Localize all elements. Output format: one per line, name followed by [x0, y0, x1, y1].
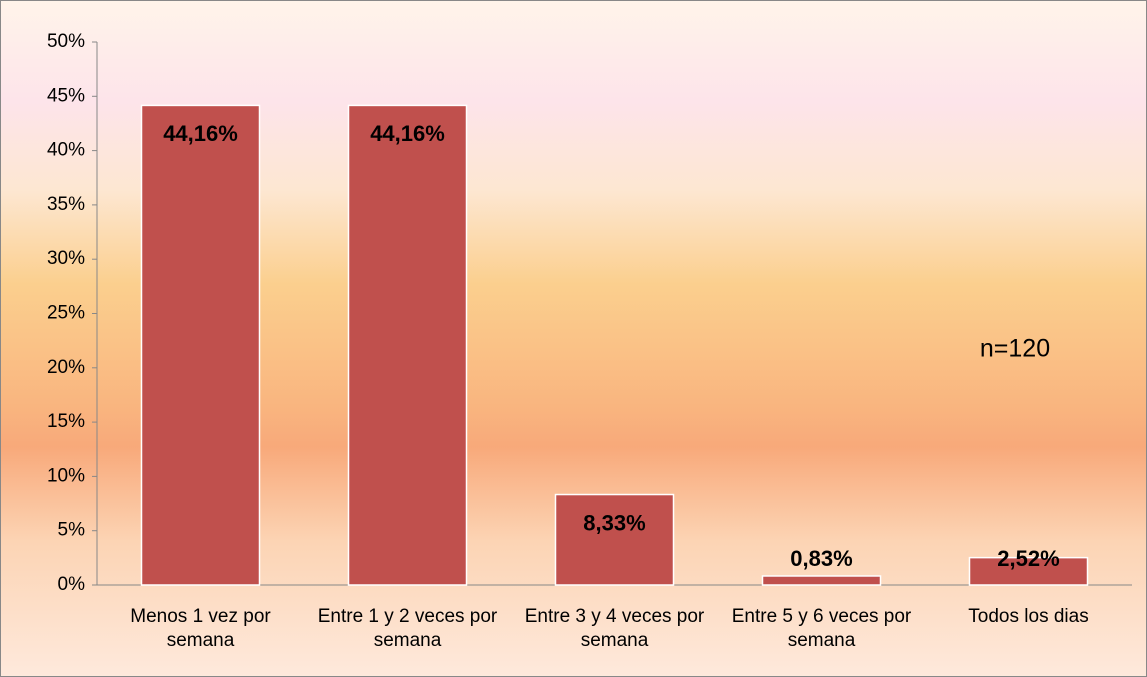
x-tick-label: Entre 5 y 6 veces por semana: [731, 606, 912, 651]
x-tick-label: Entre 3 y 4 veces por semana: [524, 606, 705, 651]
bar: [761, 575, 882, 586]
y-tick-label: 5%: [58, 520, 86, 541]
y-tick-label: 35%: [47, 194, 85, 215]
data-label: 44,16%: [163, 121, 238, 146]
x-tick-label: Menos 1 vez por semana: [130, 606, 271, 651]
y-tick-label: 30%: [47, 248, 85, 269]
data-label: 8,33%: [583, 510, 645, 535]
y-tick-label: 15%: [47, 411, 85, 432]
bar: [968, 556, 1089, 586]
y-tick-label: 0%: [58, 574, 86, 595]
bar: [140, 104, 261, 586]
data-label: 44,16%: [370, 121, 445, 146]
y-tick-label: 40%: [47, 140, 85, 161]
x-tick-label: Entre 1 y 2 veces por semana: [317, 606, 498, 651]
annotation: n=120: [980, 335, 1050, 363]
y-tick-label: 10%: [47, 465, 85, 486]
y-tick-label: 25%: [47, 303, 85, 324]
data-label: 0,83%: [790, 546, 852, 571]
bar: [554, 493, 675, 586]
data-label: 2,52%: [997, 546, 1059, 571]
bar: [347, 104, 468, 586]
y-tick-label: 45%: [47, 85, 85, 106]
y-tick-label: 20%: [47, 357, 85, 378]
x-tick-label: Todos los dias: [968, 606, 1089, 627]
y-tick-label: 50%: [47, 31, 85, 52]
